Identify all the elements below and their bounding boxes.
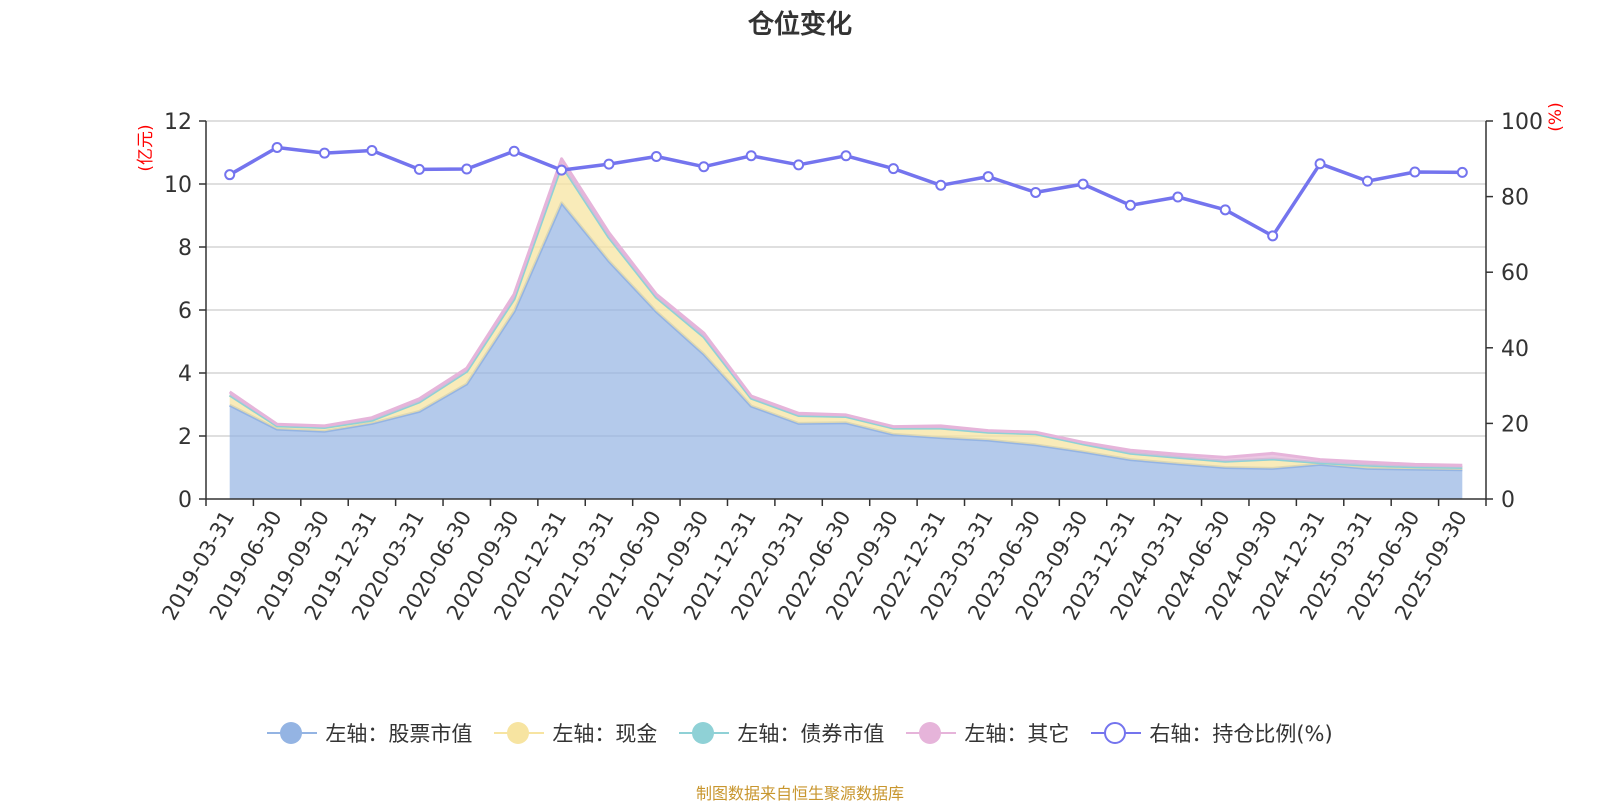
left-tick-label: 8: [178, 236, 192, 261]
legend-item-cash[interactable]: 左轴：现金: [494, 718, 657, 748]
right-tick-label: 60: [1501, 261, 1529, 286]
ratio-point: [982, 171, 994, 183]
hollow-circle-icon: [1091, 721, 1142, 745]
filled-circle-icon: [679, 721, 730, 745]
right-tick-label: 0: [1501, 488, 1515, 513]
chart-legend: 左轴：股票市值 左轴：现金 左轴：债券市值 左轴：其它 右轴：持仓比例(%): [0, 718, 1600, 748]
filled-circle-icon: [906, 721, 957, 745]
ratio-point: [1077, 178, 1089, 190]
filled-circle-icon: [494, 721, 545, 745]
ratio-point: [1314, 158, 1326, 170]
ratio-point: [1124, 199, 1136, 211]
right-tick-label: 100: [1501, 110, 1543, 135]
data-source-note: 制图数据来自恒生聚源数据库: [695, 784, 904, 803]
ratio-point: [413, 163, 425, 175]
ratio-point: [1219, 204, 1231, 216]
right-tick-label: 40: [1501, 337, 1529, 362]
right-tick-label: 80: [1501, 186, 1529, 211]
legend-item-other[interactable]: 左轴：其它: [906, 718, 1069, 748]
other-line: [228, 157, 1463, 467]
ratio-point: [745, 150, 757, 162]
cash-area: [229, 165, 1463, 470]
axis-labels: 0246810120204060801002019-03-312019-06-3…: [136, 102, 1566, 624]
stock-area: [229, 202, 1463, 499]
legend-label: 左轴：现金: [552, 722, 658, 746]
ratio-point: [935, 179, 947, 191]
ratio-point: [556, 164, 568, 176]
left-tick-label: 4: [178, 362, 192, 387]
ratio-point: [840, 150, 852, 162]
ratio-point: [603, 158, 615, 170]
left-tick-label: 6: [178, 299, 192, 324]
legend-label: 左轴：债券市值: [737, 722, 885, 746]
left-tick-label: 12: [164, 110, 192, 135]
legend-item-bond[interactable]: 左轴：债券市值: [679, 718, 884, 748]
ratio-point: [271, 141, 283, 153]
ratio-point: [887, 163, 899, 175]
ratio-point: [224, 169, 236, 181]
chart-title: 仓位变化: [747, 10, 852, 40]
ratio-line-series: [224, 141, 1468, 242]
ratio-point: [1456, 166, 1468, 178]
ratio-point: [1409, 166, 1421, 178]
left-axis-unit-label: (亿元): [136, 124, 156, 171]
ratio-point: [793, 159, 805, 171]
legend-label: 右轴：持仓比例(%): [1149, 722, 1333, 746]
ratio-point: [650, 151, 662, 163]
legend-label: 左轴：股票市值: [325, 722, 473, 746]
ratio-point: [1030, 186, 1042, 198]
filled-circle-icon: [267, 721, 318, 745]
ratio-point: [461, 163, 473, 175]
left-tick-label: 0: [178, 488, 192, 513]
ratio-point: [319, 147, 331, 159]
right-axis-unit-label: (%): [1546, 102, 1566, 131]
ratio-point: [1267, 230, 1279, 242]
ratio-point: [1361, 175, 1373, 187]
left-tick-label: 2: [178, 425, 192, 450]
legend-item-ratio[interactable]: 右轴：持仓比例(%): [1091, 718, 1333, 748]
ratio-point: [366, 144, 378, 156]
gridlines: [206, 120, 1486, 437]
right-tick-label: 20: [1501, 412, 1529, 437]
ratio-point: [508, 145, 520, 157]
legend-label: 左轴：其它: [964, 722, 1070, 746]
left-tick-label: 10: [164, 173, 192, 198]
legend-item-stock[interactable]: 左轴：股票市值: [267, 718, 472, 748]
stacked-areas: [228, 157, 1463, 499]
axes: [199, 120, 1493, 506]
ratio-point: [1172, 191, 1184, 203]
ratio-point: [698, 161, 710, 173]
